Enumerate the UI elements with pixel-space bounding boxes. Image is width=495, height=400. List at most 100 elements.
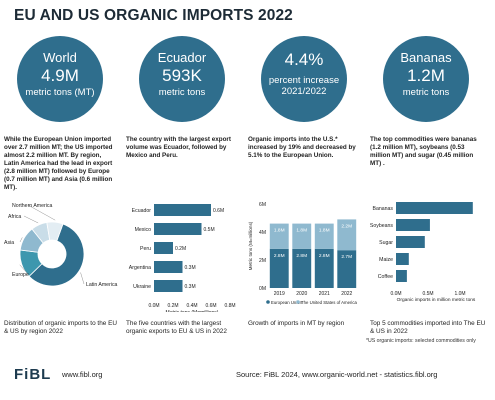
bar-category-label: Peru [140,246,151,252]
pie-leader-line [23,215,39,224]
x-tick-label: 1.0M [454,291,465,297]
stacked-bar-segment [292,248,312,288]
y-axis-title: Metric tons (M=millions) [248,221,253,270]
growth-stacked-chart: 0M 2M 4M 6M Metric tons (M=millions) 2.8M 1.8M… [246,196,362,312]
bubble-head: Ecuador [157,50,207,65]
y-tick-label: 0M [259,286,266,292]
bar [396,236,425,248]
pie-label: Northern America [12,203,52,209]
panel-ecuador: Ecuador 593K metric tons The country wit… [124,36,240,354]
panel-bananas: Bananas 1.2M metric tons The top commodi… [368,36,486,354]
stacked-bar-segment [269,248,289,288]
stacked-bar-segment [337,219,357,251]
kpi-bubble-bananas: Bananas 1.2M metric tons [383,36,469,122]
footnote: *US organic imports: selected commoditie… [366,338,476,344]
bar [396,270,407,282]
segment-value-label: 1.8M [319,228,330,234]
bar [154,280,183,292]
bubble-unit: metric tons [158,87,206,98]
bubble-unit: metric tons (MT) [25,87,95,98]
region-pie-chart: Latin America Europe Asia Africa Northern Am… [2,196,118,312]
x-tick-label: 2020 [296,291,307,297]
pie-slice [46,221,64,242]
stacked-bar-segment [337,250,357,288]
stacked-bar-segment [314,248,334,288]
segment-value-label: 2.8M [296,253,307,259]
bar [154,242,173,254]
countries-bar-chart: Ecuador 0.6M Mexico 0.5M Peru 0.2M Argentina 0.… [124,196,240,316]
bar-value-label: 0.2M [175,246,186,252]
x-axis-title: Organic imports in million metric tons [397,297,476,303]
stacked-bar-segment [292,223,312,249]
bar-category-label: Soybeans [370,223,393,229]
bar-value-label: 0.6M [213,208,224,214]
legend-label: European Union [271,300,303,305]
bar [396,253,409,265]
chart-caption: The five countries with the largest orga… [126,320,227,335]
panel-description: The country with the largest export volu… [126,136,231,159]
bubble-value: 1.2M [407,66,445,85]
x-tick-label: 0.6M [205,303,216,309]
pie-label: Asia [4,240,14,246]
legend-swatch [266,300,270,304]
x-tick-label: 0.4M [186,303,197,309]
bar-category-label: Ecuador [132,208,152,214]
panel-description: While the European Union imported over 2… [4,136,113,191]
pie-leader-line [80,272,85,285]
commodities-bar-chart: Bananas Soybeans Sugar Maize Coffee 0.0M 0.5M 1… [368,196,484,312]
chart-caption: Distribution of organic imports to the E… [4,320,117,335]
fibl-logo: FiBL [14,366,52,383]
bubble-unit: percent increase 2021/2022 [268,75,340,97]
x-tick-label: 0.5M [422,291,433,297]
pie-label: Europe [12,272,29,278]
bar-category-label: Coffee [378,274,393,280]
x-tick-label: 0.2M [167,303,178,309]
segment-value-label: 1.8M [296,228,307,234]
chart-caption: Top 5 commodities imported into The EU &… [370,320,486,335]
panel-growth: 4.4% percent increase 2021/2022 Organic … [246,36,362,354]
bubble-value: 4.9M [41,66,79,85]
pie-label: Africa [8,214,21,220]
bubble-value: 4.4% [284,50,324,69]
segment-value-label: 2.8M [274,253,285,259]
panel-description: Organic imports into the U.S.* increased… [248,136,356,159]
footer-source: Source: FiBL 2024, www.organic-world.net… [236,370,438,379]
x-axis-title: Metric tons (M=millions) [166,310,219,312]
legend-swatch [296,300,300,304]
bar [154,261,183,273]
bar [396,202,473,214]
x-tick-label: 2022 [341,291,352,297]
bar-category-label: Bananas [373,206,394,212]
pie-leader-line [19,237,23,243]
pie-slice [28,223,85,287]
bubble-value: 593K [162,66,202,85]
bar [154,223,202,235]
pie-leader-line [19,264,29,275]
bar-value-label: 0.5M [204,227,215,233]
bar-category-label: Sugar [379,240,393,246]
segment-value-label: 2.8M [319,253,330,259]
bubble-head: World [43,50,77,65]
x-tick-label: 2019 [274,291,285,297]
x-tick-label: 2021 [319,291,330,297]
bar-category-label: Mexico [135,227,152,233]
kpi-bubble-ecuador: Ecuador 593K metric tons [139,36,225,122]
kpi-bubble-world: World 4.9M metric tons (MT) [17,36,103,122]
y-tick-label: 2M [259,258,266,264]
footer-url[interactable]: www.fibl.org [62,370,103,379]
pie-leader-line [27,204,56,221]
bubble-unit: metric tons [402,87,450,98]
bar-category-label: Ukraine [133,284,151,290]
legend-label: The United States of America [301,300,357,305]
y-tick-label: 4M [259,230,266,236]
x-tick-label: 0.0M [390,291,401,297]
stacked-bar-segment [269,223,289,249]
x-tick-label: 0.0M [148,303,159,309]
bar-value-label: 0.3M [185,265,196,271]
chart-caption: Growth of imports in MT by region [248,320,345,327]
kpi-bubble-growth: 4.4% percent increase 2021/2022 [261,36,347,122]
segment-value-label: 2.2M [341,223,352,229]
panel-description: The top commodities were bananas (1.2 mi… [370,136,477,167]
bar-category-label: Maize [379,257,393,263]
stacked-bar-segment [314,223,334,249]
